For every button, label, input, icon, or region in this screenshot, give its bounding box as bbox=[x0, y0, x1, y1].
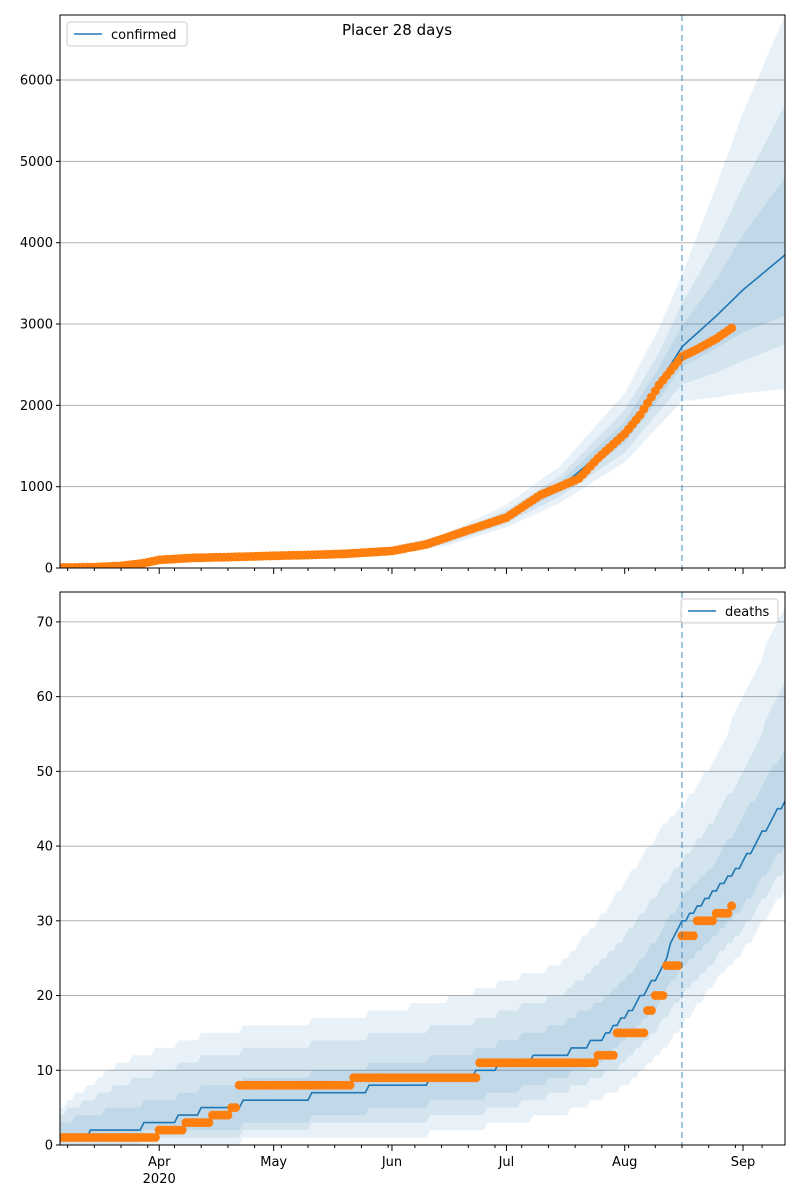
x-tick-label: Aug bbox=[612, 1155, 637, 1170]
confidence-band-3 bbox=[60, 748, 785, 1138]
observed-point bbox=[608, 1050, 618, 1060]
observed-point bbox=[646, 1006, 656, 1015]
observed-point bbox=[150, 1133, 160, 1142]
observed-point bbox=[727, 901, 737, 911]
x-tick-label: Jul bbox=[498, 1155, 515, 1170]
y-tick-label: 60 bbox=[36, 690, 53, 705]
plot-area bbox=[60, 606, 785, 1145]
legend-box bbox=[680, 598, 779, 624]
observed-point bbox=[223, 1110, 233, 1120]
x-tick-label: 2020 bbox=[143, 1172, 176, 1187]
legend-label: deaths bbox=[725, 605, 770, 620]
axes-frame bbox=[59, 14, 786, 569]
observed-point bbox=[231, 1103, 240, 1113]
confidence-band-1 bbox=[60, 15, 785, 568]
x-tick-label: Jun bbox=[381, 1155, 402, 1170]
observed-point bbox=[589, 1058, 599, 1068]
observed-point bbox=[204, 1118, 214, 1128]
y-tick-label: 20 bbox=[36, 989, 53, 1004]
y-tick-label: 0 bbox=[45, 562, 53, 577]
observed-point bbox=[708, 916, 717, 926]
legend-box bbox=[66, 21, 188, 47]
observed-point bbox=[639, 1028, 649, 1038]
y-tick-label: 70 bbox=[36, 615, 53, 630]
observed-point bbox=[723, 908, 733, 918]
confidence-band-2 bbox=[60, 681, 785, 1145]
observed-point bbox=[471, 1073, 481, 1083]
y-tick-label: 10 bbox=[36, 1064, 53, 1079]
observed-point bbox=[345, 1080, 355, 1090]
deaths-panel: 0 10 20 30 40 50 60 70 Apr 2020 May Jun Jul Aug Sep dea… bbox=[36, 591, 786, 1187]
y-tick-label: 0 bbox=[45, 1139, 53, 1154]
observed-point bbox=[673, 961, 683, 971]
observed-point bbox=[727, 323, 737, 333]
x-tick-label: May bbox=[260, 1155, 287, 1170]
x-tick-label: Sep bbox=[731, 1155, 756, 1170]
y-tick-label: 1000 bbox=[20, 480, 53, 495]
axes-frame bbox=[59, 591, 786, 1146]
y-tick-label: 50 bbox=[36, 765, 53, 780]
y-tick-label: 30 bbox=[36, 914, 53, 929]
plot-area bbox=[60, 15, 785, 568]
legend-label: confirmed bbox=[111, 28, 177, 43]
observed-point bbox=[177, 1125, 187, 1135]
y-tick-label: 4000 bbox=[20, 236, 53, 251]
y-tick-label: 2000 bbox=[20, 399, 53, 414]
y-tick-label: 40 bbox=[36, 840, 53, 855]
y-tick-label: 3000 bbox=[20, 318, 53, 333]
y-tick-label: 5000 bbox=[20, 155, 53, 170]
observed-point bbox=[688, 931, 698, 941]
x-tick-label: Apr bbox=[148, 1155, 171, 1170]
y-tick-label: 6000 bbox=[20, 74, 53, 89]
observed-point bbox=[658, 991, 668, 1000]
confidence-band-1 bbox=[60, 606, 785, 1145]
figure-title: Placer 28 days bbox=[342, 21, 452, 39]
confirmed-panel: 0 1000 2000 3000 4000 5000 6000 confirmed bbox=[20, 14, 786, 577]
